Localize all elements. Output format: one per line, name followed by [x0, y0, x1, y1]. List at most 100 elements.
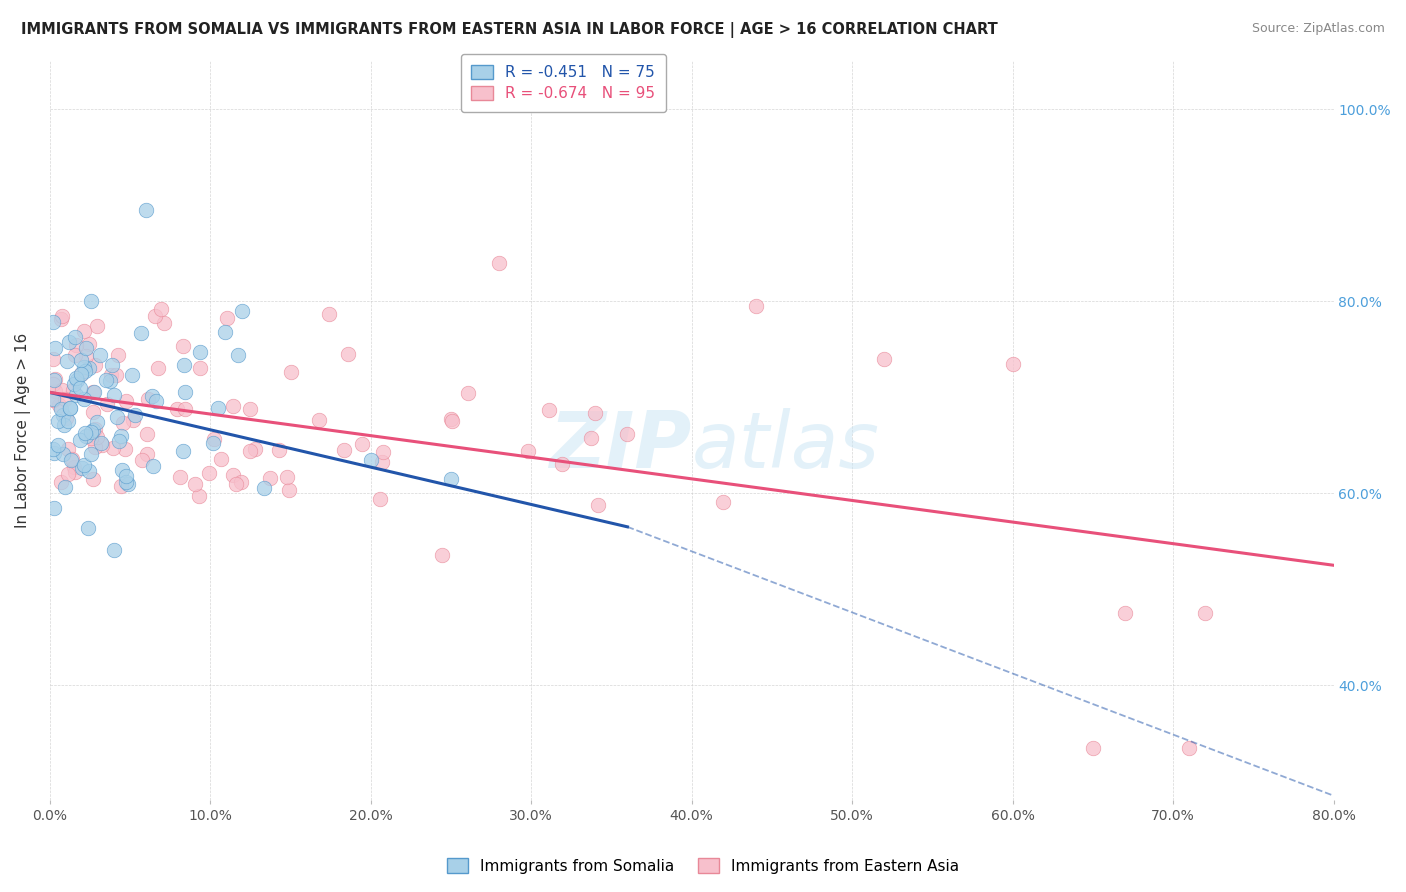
Point — [42, 392, 65, 407]
Point — [221, 467, 243, 482]
Point — [188, 344, 211, 359]
Point — [73, 324, 96, 338]
Point — [145, 394, 167, 409]
Point — [121, 368, 143, 382]
Point — [873, 351, 896, 366]
Point — [350, 436, 373, 450]
Point — [58, 467, 80, 481]
Point — [173, 358, 195, 372]
Point — [90, 436, 112, 450]
Point — [135, 426, 157, 441]
Point — [238, 402, 260, 417]
Point — [153, 316, 176, 330]
Point — [318, 308, 340, 322]
Point — [440, 472, 463, 486]
Point — [63, 376, 86, 391]
Point — [579, 431, 602, 445]
Point — [82, 404, 104, 418]
Point — [745, 299, 768, 313]
Point — [103, 388, 125, 402]
Point — [44, 341, 66, 355]
Text: atlas: atlas — [692, 408, 880, 483]
Point — [53, 392, 76, 406]
Point — [131, 452, 153, 467]
Point — [204, 432, 226, 446]
Point — [42, 351, 65, 366]
Point — [308, 413, 330, 427]
Point — [332, 443, 354, 458]
Point — [60, 452, 83, 467]
Point — [269, 442, 291, 457]
Point — [53, 480, 76, 494]
Point — [59, 401, 82, 416]
Point — [49, 475, 72, 490]
Text: IMMIGRANTS FROM SOMALIA VS IMMIGRANTS FROM EASTERN ASIA IN LABOR FORCE | AGE > 1: IMMIGRANTS FROM SOMALIA VS IMMIGRANTS FR… — [21, 22, 998, 38]
Point — [65, 388, 87, 402]
Point — [56, 442, 79, 457]
Point — [82, 472, 104, 486]
Point — [616, 426, 638, 441]
Point — [368, 491, 391, 506]
Point — [135, 202, 157, 217]
Point — [103, 542, 125, 557]
Point — [105, 410, 128, 425]
Point — [56, 354, 79, 368]
Point — [42, 377, 65, 392]
Point — [172, 339, 194, 353]
Point — [52, 409, 75, 423]
Point — [66, 373, 89, 387]
Point — [69, 434, 91, 448]
Point — [75, 429, 97, 443]
Point — [73, 425, 96, 440]
Point — [538, 402, 561, 417]
Point — [51, 310, 73, 324]
Point — [225, 476, 247, 491]
Point — [82, 423, 104, 437]
Point — [65, 337, 87, 351]
Point — [149, 302, 172, 317]
Point — [80, 425, 103, 439]
Y-axis label: In Labor Force | Age > 16: In Labor Force | Age > 16 — [15, 334, 31, 528]
Point — [82, 384, 104, 399]
Point — [588, 499, 610, 513]
Point — [75, 350, 97, 364]
Point — [231, 303, 253, 318]
Point — [373, 444, 395, 458]
Point — [42, 500, 65, 515]
Point — [124, 408, 146, 422]
Point — [1114, 606, 1136, 620]
Point — [259, 471, 281, 485]
Point — [59, 401, 82, 415]
Point — [583, 406, 606, 420]
Point — [551, 458, 574, 472]
Point — [184, 477, 207, 491]
Point — [1001, 357, 1024, 371]
Text: ZIP: ZIP — [550, 408, 692, 483]
Point — [173, 401, 195, 416]
Point — [117, 476, 139, 491]
Point — [72, 458, 94, 472]
Point — [457, 386, 479, 401]
Point — [440, 412, 463, 426]
Point — [83, 385, 105, 400]
Point — [143, 309, 166, 323]
Point — [56, 414, 79, 428]
Point — [49, 402, 72, 417]
Point — [146, 360, 169, 375]
Point — [190, 361, 212, 376]
Point — [136, 392, 159, 406]
Point — [187, 489, 209, 503]
Point — [239, 443, 262, 458]
Point — [172, 444, 194, 458]
Point — [1178, 740, 1201, 755]
Point — [86, 430, 108, 444]
Point — [42, 442, 65, 457]
Point — [430, 548, 453, 562]
Point — [80, 431, 103, 445]
Point — [229, 475, 252, 490]
Point — [65, 371, 87, 385]
Point — [80, 447, 103, 461]
Point — [115, 394, 138, 409]
Point — [1194, 606, 1216, 620]
Point — [51, 384, 73, 398]
